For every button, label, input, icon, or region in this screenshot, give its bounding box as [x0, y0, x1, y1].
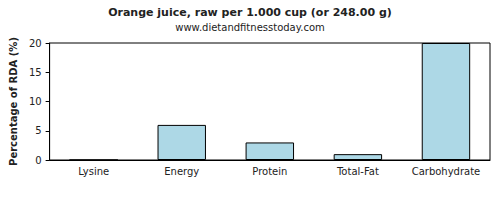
svg-text:5: 5 — [35, 125, 41, 136]
svg-text:20: 20 — [29, 38, 42, 49]
svg-text:Energy: Energy — [164, 166, 199, 177]
svg-text:15: 15 — [29, 67, 42, 78]
svg-text:Lysine: Lysine — [78, 166, 109, 177]
svg-text:0: 0 — [35, 155, 41, 166]
svg-text:Orange juice, raw per 1.000 cu: Orange juice, raw per 1.000 cup (or 248.… — [108, 6, 392, 19]
svg-text:www.dietandfitnesstoday.com: www.dietandfitnesstoday.com — [175, 22, 324, 33]
svg-text:Total-Fat: Total-Fat — [336, 166, 379, 177]
svg-text:Carbohydrate: Carbohydrate — [412, 166, 481, 177]
svg-text:Protein: Protein — [252, 166, 287, 177]
svg-text:10: 10 — [29, 96, 42, 107]
svg-text:Percentage of RDA (%): Percentage of RDA (%) — [8, 37, 19, 166]
